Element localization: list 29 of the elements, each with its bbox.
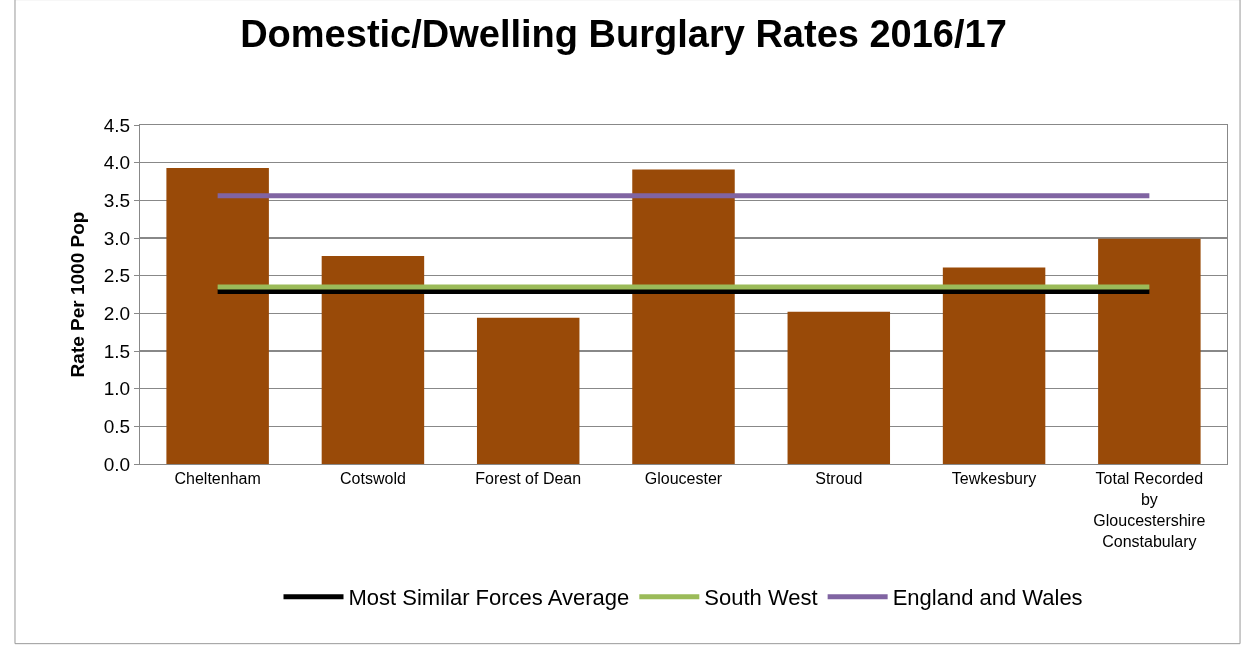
y-tick-label: 0.5 <box>103 415 131 437</box>
x-tick-label: Total Recorded by Gloucestershire Constabulary <box>1093 470 1206 550</box>
x-tick-label: Cheltenham <box>174 470 261 488</box>
x-tick-label: Stroud <box>815 470 863 488</box>
chart-title: Domestic/Dwelling Burglary Rates 2016/17 <box>240 12 1007 55</box>
y-tick-label: 3.5 <box>103 189 131 211</box>
y-axis-title: Rate Per 1000 Pop <box>66 211 88 378</box>
x-tick-label: Gloucester <box>644 470 723 488</box>
x-tick-label: Forest of Dean <box>475 470 582 488</box>
legend-label: England and Wales <box>892 585 1083 611</box>
y-tick-label: 1.5 <box>103 340 131 362</box>
x-tick-label: Cotswold <box>340 470 406 488</box>
y-tick-label: 2.5 <box>103 265 131 287</box>
bar <box>1098 238 1201 464</box>
legend-label: Most Similar Forces Average <box>348 585 630 611</box>
y-tick-label: 4.5 <box>103 114 131 136</box>
bar <box>166 167 269 464</box>
bar <box>787 311 891 464</box>
x-tick-label: Tewkesbury <box>951 470 1037 488</box>
y-tick-label: 3.0 <box>103 227 131 249</box>
legend-label: South West <box>704 585 818 611</box>
y-tick-label: 2.0 <box>103 302 131 324</box>
y-tick-label: 0.0 <box>103 453 131 475</box>
bar <box>476 317 580 464</box>
bar <box>632 169 735 464</box>
y-tick-label: 4.0 <box>103 152 131 174</box>
y-tick-label: 1.0 <box>103 378 131 400</box>
bar <box>321 256 425 464</box>
bar <box>942 267 1046 464</box>
